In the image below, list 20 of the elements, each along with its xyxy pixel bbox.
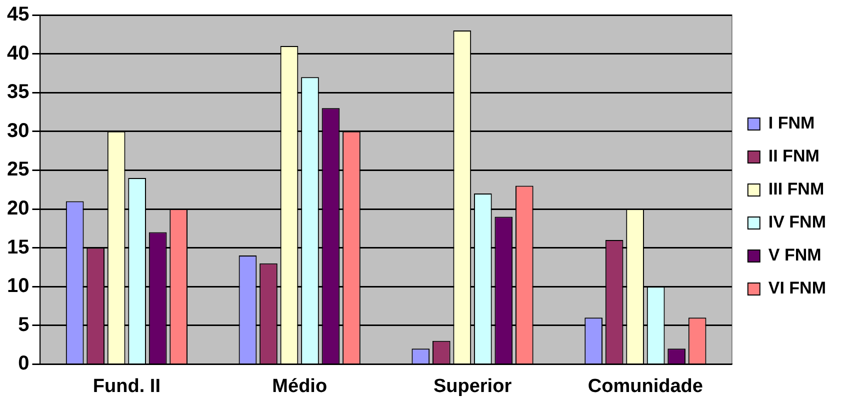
legend-label: III FNM (768, 180, 824, 199)
legend-label: II FNM (768, 146, 820, 166)
y-tick-label: 15 (6, 236, 30, 258)
y-tick-label: 10 (6, 275, 30, 298)
y-tick-label: 45 (6, 4, 30, 26)
legend-label: I FNM (768, 114, 815, 133)
legend-label: V FNM (768, 246, 822, 265)
y-tick-label: 25 (6, 158, 30, 181)
x-tick-label: Médio (272, 376, 328, 397)
y-tick-label: 40 (6, 42, 30, 64)
x-tick-label: Comunidade (588, 376, 703, 397)
legend-label: IV FNM (768, 212, 826, 232)
y-tick-label: 35 (6, 81, 30, 104)
x-tick-label: Fund. II (92, 376, 160, 397)
y-tick-label: 30 (6, 120, 30, 142)
y-tick-label: 5 (18, 314, 30, 336)
y-tick-label: 20 (6, 198, 30, 220)
x-tick-label: Superior (433, 376, 512, 397)
y-tick-label: 0 (18, 352, 30, 375)
legend-label: VI FNM (768, 278, 826, 298)
